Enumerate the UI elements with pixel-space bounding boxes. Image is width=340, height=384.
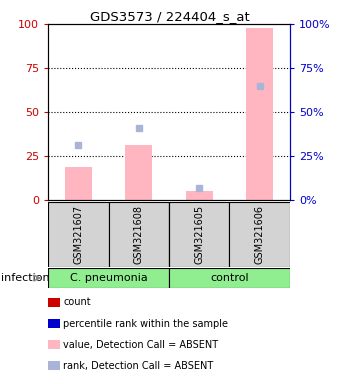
Bar [246, 28, 273, 200]
Text: rank, Detection Call = ABSENT: rank, Detection Call = ABSENT [63, 361, 214, 371]
Bar [48, 202, 108, 267]
Bar [65, 167, 92, 200]
Text: control: control [210, 273, 249, 283]
Bar [169, 202, 230, 267]
Text: GDS3573 / 224404_s_at: GDS3573 / 224404_s_at [90, 10, 250, 23]
Text: percentile rank within the sample: percentile rank within the sample [63, 318, 228, 329]
Text: value, Detection Call = ABSENT: value, Detection Call = ABSENT [63, 339, 218, 350]
Text: count: count [63, 297, 91, 308]
Text: GSM321607: GSM321607 [73, 205, 83, 264]
Bar [48, 268, 169, 288]
Text: GSM321605: GSM321605 [194, 205, 204, 264]
Text: infection: infection [1, 273, 50, 283]
Bar [230, 202, 290, 267]
Bar [186, 191, 213, 200]
Bar [169, 268, 290, 288]
Bar [125, 146, 152, 200]
Text: C. pneumonia: C. pneumonia [70, 273, 147, 283]
Bar [108, 202, 169, 267]
Text: GSM321606: GSM321606 [255, 205, 265, 264]
Text: GSM321608: GSM321608 [134, 205, 144, 264]
